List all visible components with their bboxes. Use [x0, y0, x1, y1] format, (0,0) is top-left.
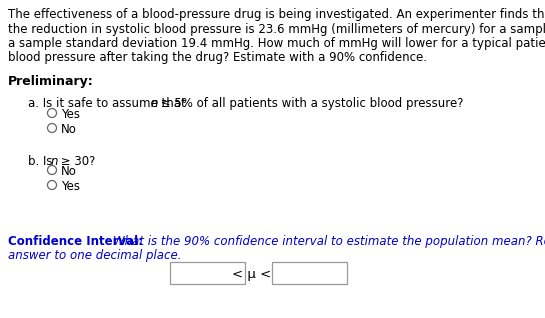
Text: the reduction in systolic blood pressure is 23.6 mmHg (millimeters of mercury) f: the reduction in systolic blood pressure… — [8, 23, 545, 36]
Text: No: No — [61, 165, 77, 178]
Text: The effectiveness of a blood-pressure drug is being investigated. An experimente: The effectiveness of a blood-pressure dr… — [8, 8, 545, 21]
Text: Yes: Yes — [61, 108, 80, 121]
Text: a sample standard deviation 19.4 mmHg. How much of mmHg will lower for a typical: a sample standard deviation 19.4 mmHg. H… — [8, 37, 545, 50]
Text: No: No — [61, 123, 77, 136]
FancyBboxPatch shape — [272, 262, 347, 284]
FancyBboxPatch shape — [170, 262, 245, 284]
Text: What is the 90% confidence interval to estimate the population mean? Round your: What is the 90% confidence interval to e… — [113, 235, 545, 248]
Text: Preliminary:: Preliminary: — [8, 75, 94, 88]
Text: b. Is: b. Is — [28, 155, 56, 168]
Text: Confidence Interval:: Confidence Interval: — [8, 235, 143, 248]
Text: ≤ 5% of all patients with a systolic blood pressure?: ≤ 5% of all patients with a systolic blo… — [157, 97, 463, 110]
Text: a. Is it safe to assume that: a. Is it safe to assume that — [28, 97, 190, 110]
Text: ≥ 30?: ≥ 30? — [57, 155, 95, 168]
Text: n: n — [51, 155, 58, 168]
Text: Yes: Yes — [61, 180, 80, 193]
Text: answer to one decimal place.: answer to one decimal place. — [8, 249, 181, 262]
Text: < μ <: < μ < — [232, 268, 271, 281]
Text: blood pressure after taking the drug? Estimate with a 90% confidence.: blood pressure after taking the drug? Es… — [8, 52, 427, 65]
Text: n: n — [151, 97, 159, 110]
